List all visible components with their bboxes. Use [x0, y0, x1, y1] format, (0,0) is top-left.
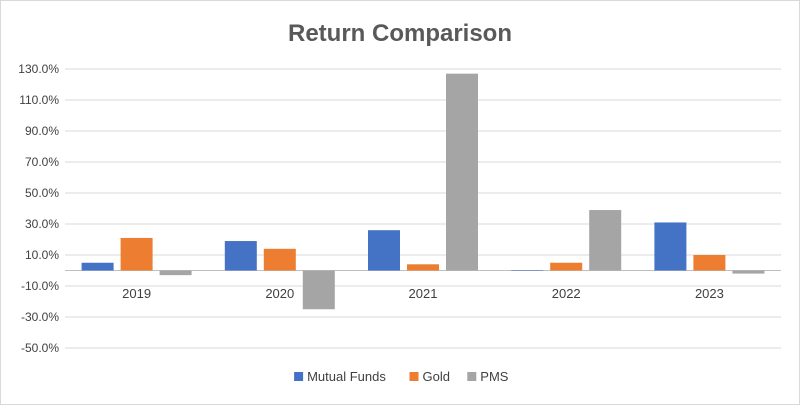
y-axis-ticks: 130.0% 110.0% 90.0% 70.0% 50.0% 30.0% 10.0% -10… — [18, 62, 59, 355]
bar-pms-2021 — [446, 73, 478, 271]
y-tick-label: 50.0% — [25, 186, 59, 200]
legend: Mutual Funds Gold PMS — [294, 369, 509, 384]
y-tick-label: -10.0% — [21, 279, 59, 293]
bar-gold-2019 — [120, 237, 153, 271]
y-tick-label: 70.0% — [25, 155, 59, 169]
y-tick-label: 110.0% — [19, 93, 59, 107]
legend-swatch — [467, 372, 477, 381]
legend-label: PMS — [480, 369, 509, 384]
bar-mutual-funds-2021 — [368, 230, 400, 271]
y-tick-label: 10.0% — [25, 248, 59, 262]
legend-label: Mutual Funds — [307, 369, 386, 384]
y-tick-label: 130.0% — [18, 62, 59, 76]
bar-pms-2023 — [732, 270, 765, 274]
x-tick-label: 2021 — [409, 286, 438, 301]
bar-pms-2019 — [159, 270, 192, 276]
bar-mutual-funds-2019 — [81, 262, 114, 271]
legend-swatch — [294, 372, 304, 381]
x-axis-ticks: 2019 2020 2021 2022 2023 — [122, 286, 724, 301]
x-tick-label: 2023 — [695, 286, 724, 301]
legend-label: Gold — [423, 369, 450, 384]
y-tick-label: -50.0% — [21, 341, 59, 355]
y-tick-label: 30.0% — [25, 217, 59, 231]
bars — [81, 73, 765, 310]
x-tick-label: 2019 — [122, 286, 151, 301]
bar-gold-2023 — [693, 255, 726, 271]
bar-pms-2022 — [589, 210, 622, 271]
bar-mutual-funds-2022 — [511, 270, 544, 271]
y-tick-label: 90.0% — [25, 124, 59, 138]
gridlines — [65, 68, 781, 349]
y-tick-label: -30.0% — [21, 310, 59, 324]
bar-mutual-funds-2020 — [224, 241, 257, 271]
x-tick-label: 2022 — [552, 286, 581, 301]
bar-gold-2020 — [263, 248, 296, 271]
legend-swatch — [409, 372, 419, 381]
bar-mutual-funds-2023 — [654, 222, 687, 271]
bar-gold-2021 — [407, 264, 439, 271]
bar-gold-2022 — [550, 262, 583, 271]
bar-pms-2020 — [302, 270, 335, 310]
chart-title: Return Comparison — [288, 20, 512, 47]
x-tick-label: 2020 — [265, 286, 294, 301]
